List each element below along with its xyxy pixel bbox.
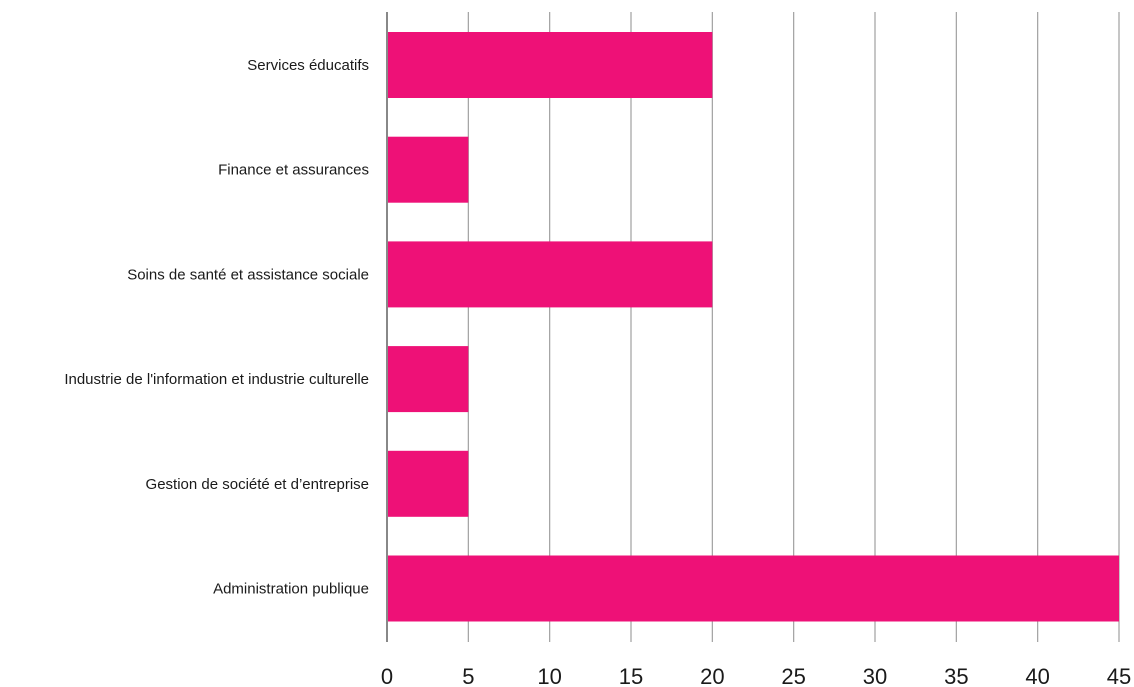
x-tick-label: 30 bbox=[863, 664, 887, 687]
category-label: Gestion de société et d’entreprise bbox=[146, 476, 369, 493]
category-label: Administration publique bbox=[213, 581, 369, 598]
category-label: Soins de santé et assistance sociale bbox=[127, 266, 369, 283]
x-tick-label: 5 bbox=[462, 664, 474, 687]
x-tick-label: 45 bbox=[1107, 664, 1131, 687]
category-label: Services éducatifs bbox=[247, 57, 369, 74]
x-tick-label: 20 bbox=[700, 664, 724, 687]
bar bbox=[388, 450, 469, 517]
category-label: Industrie de l'information et industrie … bbox=[64, 371, 369, 388]
x-tick-label: 0 bbox=[381, 664, 393, 687]
bar bbox=[388, 555, 1119, 622]
x-axis-tick-labels: 0 5 10 15 20 25 30 35 40 45 bbox=[381, 664, 1131, 687]
x-tick-label: 10 bbox=[537, 664, 561, 687]
bar bbox=[388, 241, 713, 308]
x-tick-label: 35 bbox=[944, 664, 968, 687]
bar bbox=[388, 32, 713, 98]
x-tick-label: 15 bbox=[619, 664, 643, 687]
category-labels: Services éducatifs Finance et assurances S… bbox=[64, 57, 369, 598]
x-tick-label: 25 bbox=[781, 664, 805, 687]
bar bbox=[388, 346, 469, 413]
x-tick-label: 40 bbox=[1025, 664, 1049, 687]
bar bbox=[388, 136, 469, 203]
bars bbox=[388, 32, 1119, 622]
grid-lines bbox=[386, 12, 1120, 642]
category-label: Finance et assurances bbox=[218, 162, 369, 179]
